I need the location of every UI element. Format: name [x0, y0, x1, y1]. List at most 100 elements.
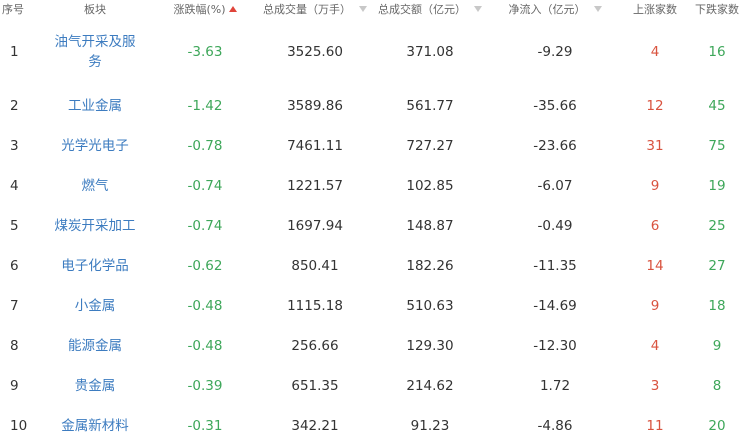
table-row: 9 贵金属 -0.39 651.35 214.62 1.72 3 8 [0, 366, 744, 406]
fall-count: 20 [708, 418, 726, 434]
sector-name[interactable]: 小金属 [74, 298, 116, 314]
rise-count: 12 [646, 98, 664, 114]
turnover: 371.08 [406, 44, 454, 60]
net-inflow: -9.29 [537, 44, 573, 60]
table-row: 7 小金属 -0.48 1115.18 510.63 -14.69 9 18 [0, 286, 744, 326]
fall-count: 45 [708, 98, 726, 114]
rank: 9 [10, 378, 19, 394]
table-row: 1 油气开采及服务 -3.63 3525.60 371.08 -9.29 4 16 [0, 18, 744, 86]
sector-name[interactable]: 燃气 [81, 178, 109, 194]
rank: 10 [10, 418, 28, 434]
sort-icon[interactable] [359, 6, 367, 12]
rank: 5 [10, 218, 19, 234]
sector-name[interactable]: 煤炭开采加工 [54, 218, 136, 234]
rise-count: 4 [650, 44, 660, 60]
header-text: 涨跌幅(%) [173, 3, 226, 16]
sort-icon[interactable] [474, 6, 482, 12]
rise-count: 9 [650, 298, 660, 314]
rank: 7 [10, 298, 19, 314]
table-row: 2 工业金属 -1.42 3589.86 561.77 -35.66 12 45 [0, 86, 744, 126]
turnover: 102.85 [406, 178, 454, 194]
fall-count: 18 [708, 298, 726, 314]
rank: 4 [10, 178, 19, 194]
net-inflow: -0.49 [537, 218, 573, 234]
rise-count: 6 [650, 218, 660, 234]
header-text: 上涨家数 [633, 3, 677, 16]
rise-count: 11 [646, 418, 664, 434]
net-inflow: -23.66 [533, 138, 577, 154]
change-pct: -0.39 [187, 378, 223, 394]
turnover: 214.62 [406, 378, 454, 394]
fall-count: 16 [708, 44, 726, 60]
rank: 3 [10, 138, 19, 154]
change-pct: -0.78 [187, 138, 223, 154]
fall-count: 27 [708, 258, 726, 274]
table-body: 1 油气开采及服务 -3.63 3525.60 371.08 -9.29 4 16 2 工业金属 -… [0, 18, 744, 436]
fall-count: 75 [708, 138, 726, 154]
sector-name[interactable]: 油气开采及服务 [54, 34, 136, 70]
netflow-header[interactable]: 净流入（亿元） [490, 0, 620, 18]
sector-name[interactable]: 工业金属 [68, 98, 122, 114]
rise-count: 9 [650, 178, 660, 194]
fall-count: 9 [712, 338, 722, 354]
change-pct: -0.31 [187, 418, 223, 434]
header-text: 序号 [2, 3, 24, 16]
fall-count: 8 [712, 378, 722, 394]
net-inflow: -6.07 [537, 178, 573, 194]
sector-name[interactable]: 光学光电子 [61, 138, 129, 154]
sector-name[interactable]: 能源金属 [68, 338, 122, 354]
header-text: 下跌家数 [695, 3, 739, 16]
rise-count: 3 [650, 378, 660, 394]
net-inflow: -4.86 [537, 418, 573, 434]
table-row: 6 电子化学品 -0.62 850.41 182.26 -11.35 14 27 [0, 246, 744, 286]
change-pct: -0.48 [187, 338, 223, 354]
change-header[interactable]: 涨跌幅(%) [150, 0, 260, 18]
net-inflow: -12.30 [533, 338, 577, 354]
volume: 850.41 [291, 258, 339, 274]
sector-name[interactable]: 电子化学品 [61, 258, 129, 274]
turnover: 561.77 [406, 98, 454, 114]
volume: 3589.86 [287, 98, 343, 114]
turnover: 182.26 [406, 258, 454, 274]
volume: 1115.18 [287, 298, 343, 314]
net-inflow: 1.72 [539, 378, 571, 394]
turnover: 91.23 [410, 418, 450, 434]
sort-icon[interactable] [593, 6, 602, 12]
table-row: 8 能源金属 -0.48 256.66 129.30 -12.30 4 9 [0, 326, 744, 366]
turnover: 510.63 [406, 298, 454, 314]
sort-asc-icon[interactable] [228, 6, 237, 12]
rank: 6 [10, 258, 19, 274]
table-row: 3 光学光电子 -0.78 7461.11 727.27 -23.66 31 75 [0, 126, 744, 166]
fall-count: 19 [708, 178, 726, 194]
net-inflow: -35.66 [533, 98, 577, 114]
net-inflow: -14.69 [533, 298, 577, 314]
rise-count-header[interactable]: 上涨家数 [620, 0, 690, 18]
volume: 3525.60 [287, 44, 343, 60]
change-pct: -1.42 [187, 98, 223, 114]
rise-count: 14 [646, 258, 664, 274]
sector-name[interactable]: 贵金属 [74, 378, 116, 394]
turnover: 148.87 [406, 218, 454, 234]
rank: 1 [10, 44, 19, 60]
table-row: 4 燃气 -0.74 1221.57 102.85 -6.07 9 19 [0, 166, 744, 206]
rank-header: 序号 [0, 0, 40, 18]
volume: 1697.94 [287, 218, 343, 234]
volume: 256.66 [291, 338, 339, 354]
turnover: 129.30 [406, 338, 454, 354]
header-text: 净流入（亿元） [508, 3, 586, 16]
turnover-header[interactable]: 总成交额（亿元） [370, 0, 490, 18]
fall-count: 25 [708, 218, 726, 234]
volume: 651.35 [291, 378, 339, 394]
header-text: 板块 [84, 3, 106, 16]
volume-header[interactable]: 总成交量（万手） [260, 0, 370, 18]
rank: 8 [10, 338, 19, 354]
header-text: 总成交额（亿元） [378, 3, 466, 16]
sector-name[interactable]: 金属新材料 [61, 418, 129, 434]
volume: 1221.57 [287, 178, 343, 194]
volume: 7461.11 [287, 138, 343, 154]
volume: 342.21 [291, 418, 339, 434]
turnover: 727.27 [406, 138, 454, 154]
fall-count-header[interactable]: 下跌家数 [690, 0, 744, 18]
